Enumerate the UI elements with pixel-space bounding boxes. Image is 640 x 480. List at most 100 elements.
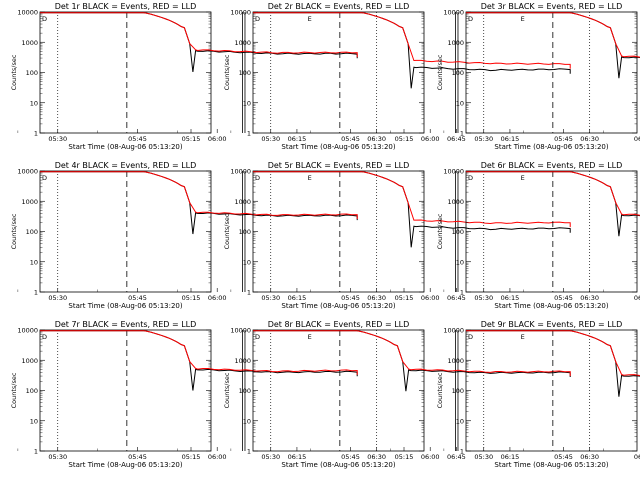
x-tick-label: 06:15 [288, 453, 307, 461]
y-tick-label: 1000 [447, 198, 464, 206]
panel-det-9r: Det 9r BLACK = Events, RED = LLD 1 10 100 10… [395, 320, 640, 469]
y-tick-label: 1 [460, 130, 464, 138]
x-axis-label: Start Time (08-Aug-06 05:13:20) [494, 461, 608, 469]
y-tick-label: 1000 [21, 198, 38, 206]
x-tick-label: 05:15 [395, 135, 414, 143]
y-tick-label: 1 [460, 448, 464, 456]
x-tick-label: 06:15 [501, 453, 520, 461]
marker-left: D [255, 174, 260, 182]
x-tick-label: 06:30 [580, 294, 599, 302]
y-tick-label: 10 [243, 417, 251, 425]
y-tick-label: 1 [34, 289, 38, 297]
y-tick-label: 10000 [17, 168, 38, 176]
x-tick-label: 06:15 [288, 294, 307, 302]
y-tick-label: 10000 [17, 9, 38, 17]
marker-left: D [42, 15, 47, 23]
y-tick-label: 100 [452, 228, 464, 236]
y-axis-label: Counts/sec [436, 54, 444, 90]
panel-title: Det 1r BLACK = Events, RED = LLD [55, 2, 197, 11]
y-tick-label: 10 [456, 99, 464, 107]
x-tick-label: 05:30 [261, 453, 280, 461]
x-axis-label: Start Time (08-Aug-06 05:13:20) [281, 143, 395, 151]
events-series-line [253, 12, 571, 89]
x-tick-label: 05:45 [554, 294, 573, 302]
x-tick-label: 06:00 [421, 453, 440, 461]
y-tick-label: 10 [243, 258, 251, 266]
x-tick-label: 06:15 [501, 135, 520, 143]
y-tick-label: 100 [452, 387, 464, 395]
marker-left: D [468, 174, 473, 182]
x-tick-label: 06:30 [580, 135, 599, 143]
plot-frame [252, 170, 425, 293]
y-tick-label: 10 [456, 258, 464, 266]
x-tick-label: 05:30 [474, 294, 493, 302]
panel-title: Det 8r BLACK = Events, RED = LLD [268, 320, 410, 329]
x-tick-label: 05:45 [341, 453, 360, 461]
marker-right: E [521, 174, 525, 182]
x-tick-label: 05:45 [128, 453, 147, 461]
panel-det-3r: Det 3r BLACK = Events, RED = LLD 1 10 100 10… [395, 2, 640, 151]
x-tick-label: 06:30 [367, 294, 386, 302]
marker-right: E [308, 15, 312, 23]
y-tick-label: 100 [239, 228, 251, 236]
x-tick-label: 06:00 [208, 453, 227, 461]
y-axis-label: Counts/sec [10, 372, 18, 408]
y-tick-label: 1000 [447, 39, 464, 47]
panel-det-4r: Det 4r BLACK = Events, RED = LLD11010010… [10, 161, 466, 310]
panel-title: Det 5r BLACK = Events, RED = LLD [268, 161, 410, 170]
lld-series-line [466, 330, 640, 377]
marker-left: D [42, 333, 47, 341]
y-tick-label: 10000 [443, 327, 464, 335]
marker-right: E [521, 333, 525, 341]
x-tick-label: 06:15 [501, 294, 520, 302]
y-tick-label: 10000 [230, 168, 251, 176]
y-tick-label: 10 [456, 417, 464, 425]
panel-det-2r: Det 2r BLACK = Events, RED = LLD11010010… [182, 2, 599, 151]
x-tick-label: 05:15 [182, 135, 201, 143]
x-tick-label: 05:30 [261, 294, 280, 302]
x-tick-label: 05:45 [128, 135, 147, 143]
y-tick-label: 1 [34, 448, 38, 456]
x-tick-label: 06:30 [367, 453, 386, 461]
y-tick-label: 1 [34, 130, 38, 138]
y-axis-label: Counts/sec [436, 372, 444, 408]
marker-left: D [255, 333, 260, 341]
x-axis-label: Start Time (08-Aug-06 05:13:20) [68, 143, 182, 151]
y-axis-label: Counts/sec [10, 213, 18, 249]
marker-left: D [42, 174, 47, 182]
marker-left: D [468, 15, 473, 23]
x-tick-label: 06:45 [447, 453, 466, 461]
y-tick-label: 10000 [230, 9, 251, 17]
x-tick-label: 05:30 [474, 453, 493, 461]
panel-title: Det 9r BLACK = Events, RED = LLD [481, 320, 623, 329]
y-axis-label: Counts/sec [436, 213, 444, 249]
y-tick-label: 1 [247, 289, 251, 297]
panel-title: Det 3r BLACK = Events, RED = LLD [481, 2, 623, 11]
y-tick-label: 1000 [234, 357, 251, 365]
panel-det-8r: Det 8r BLACK = Events, RED = LLD 1 10 100 10… [182, 320, 599, 469]
x-tick-label: 05:45 [128, 294, 147, 302]
y-tick-label: 1000 [234, 39, 251, 47]
y-tick-label: 10 [30, 99, 38, 107]
x-axis-label: Start Time (08-Aug-06 05:13:20) [68, 302, 182, 310]
panel-det-1r: Det 1r BLACK = Events, RED = LLD11010010… [10, 2, 466, 151]
y-tick-label: 1000 [21, 39, 38, 47]
x-tick-label: 06:00 [421, 135, 440, 143]
x-tick-label: 05:15 [395, 294, 414, 302]
marker-right: E [308, 333, 312, 341]
x-axis-label: Start Time (08-Aug-06 05:13:20) [494, 143, 608, 151]
lld-series-line [40, 330, 358, 375]
y-tick-label: 100 [26, 69, 38, 77]
y-tick-label: 100 [452, 69, 464, 77]
y-tick-label: 100 [26, 228, 38, 236]
x-tick-label: 05:45 [554, 453, 573, 461]
marker-right: E [308, 174, 312, 182]
y-tick-label: 1 [460, 289, 464, 297]
x-tick-label: 05:15 [182, 453, 201, 461]
x-tick-label: 05:30 [48, 453, 67, 461]
x-tick-label: 05:30 [261, 135, 280, 143]
y-tick-label: 1000 [21, 357, 38, 365]
lld-series-line [253, 12, 571, 69]
x-tick-label: 06:45 [447, 135, 466, 143]
x-tick-label: 06:00 [634, 294, 640, 302]
